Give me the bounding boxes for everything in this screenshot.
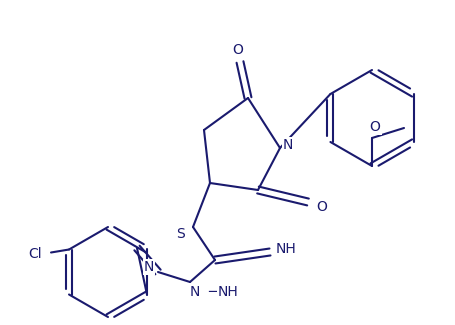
Text: Cl: Cl xyxy=(28,248,42,262)
Text: ─: ─ xyxy=(207,285,216,299)
Text: S: S xyxy=(176,227,185,241)
Text: O: O xyxy=(316,200,327,214)
Text: O: O xyxy=(232,43,243,57)
Text: N: N xyxy=(282,138,293,152)
Text: N: N xyxy=(189,285,200,299)
Text: O: O xyxy=(369,120,379,134)
Text: NH: NH xyxy=(275,242,296,256)
Text: N: N xyxy=(143,260,154,274)
Text: NH: NH xyxy=(217,285,238,299)
